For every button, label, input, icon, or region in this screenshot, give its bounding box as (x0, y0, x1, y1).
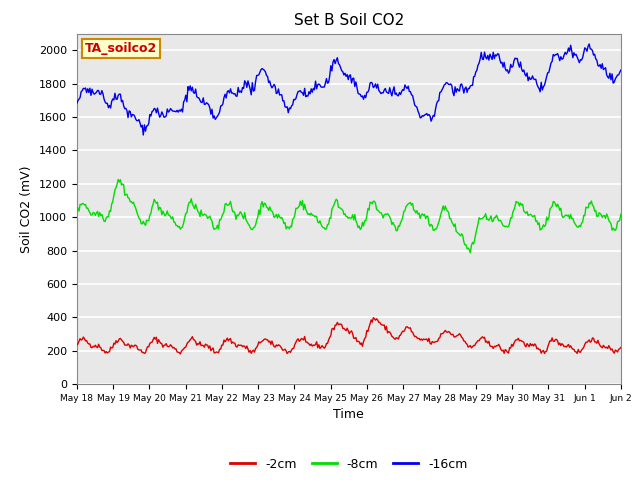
Title: Set B Soil CO2: Set B Soil CO2 (294, 13, 404, 28)
X-axis label: Time: Time (333, 408, 364, 421)
Legend: -2cm, -8cm, -16cm: -2cm, -8cm, -16cm (225, 453, 472, 476)
Text: TA_soilco2: TA_soilco2 (85, 42, 157, 55)
Y-axis label: Soil CO2 (mV): Soil CO2 (mV) (20, 165, 33, 252)
